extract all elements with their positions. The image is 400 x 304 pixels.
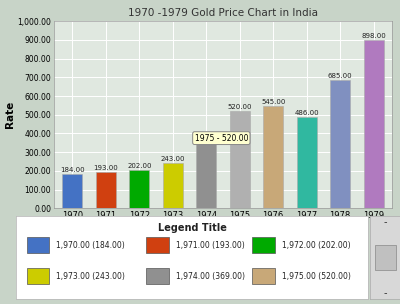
Text: Legend Title: Legend Title: [158, 223, 226, 233]
Text: 369.00: 369.00: [194, 132, 219, 138]
Bar: [62, 174, 82, 208]
Text: 202.00: 202.00: [127, 163, 152, 169]
FancyBboxPatch shape: [146, 237, 169, 254]
Text: 545.00: 545.00: [261, 99, 285, 105]
FancyBboxPatch shape: [26, 237, 50, 254]
Bar: [330, 80, 350, 208]
Text: 193.00: 193.00: [94, 165, 118, 171]
Text: 685.00: 685.00: [328, 73, 352, 79]
Text: 1,975.00 (520.00): 1,975.00 (520.00): [282, 271, 351, 281]
FancyBboxPatch shape: [374, 245, 396, 270]
Text: 1,970.00 (184.00): 1,970.00 (184.00): [56, 240, 125, 250]
Text: 1,971.00 (193.00): 1,971.00 (193.00): [176, 240, 245, 250]
Text: 898.00: 898.00: [361, 33, 386, 39]
Text: -: -: [383, 288, 387, 299]
FancyBboxPatch shape: [252, 237, 275, 254]
Text: -: -: [383, 217, 387, 227]
Text: 1,972.00 (202.00): 1,972.00 (202.00): [282, 240, 350, 250]
Bar: [230, 111, 250, 208]
Title: 1970 -1979 Gold Price Chart in India: 1970 -1979 Gold Price Chart in India: [128, 8, 318, 18]
Text: 184.00: 184.00: [60, 167, 85, 173]
Text: 1975 - 520.00: 1975 - 520.00: [194, 134, 248, 143]
Text: 1,974.00 (369.00): 1,974.00 (369.00): [176, 271, 245, 281]
Y-axis label: Rate: Rate: [4, 101, 14, 128]
Text: 486.00: 486.00: [294, 110, 319, 116]
Bar: [96, 172, 116, 208]
Bar: [163, 163, 183, 208]
FancyBboxPatch shape: [252, 268, 275, 285]
FancyBboxPatch shape: [26, 268, 50, 285]
Bar: [364, 40, 384, 208]
Bar: [129, 171, 149, 208]
Bar: [263, 106, 283, 208]
Text: 1,973.00 (243.00): 1,973.00 (243.00): [56, 271, 125, 281]
Text: 243.00: 243.00: [160, 156, 185, 162]
FancyBboxPatch shape: [146, 268, 169, 285]
Bar: [196, 139, 216, 208]
X-axis label: Year: Year: [210, 223, 236, 233]
Text: 520.00: 520.00: [228, 104, 252, 110]
Bar: [297, 117, 317, 208]
